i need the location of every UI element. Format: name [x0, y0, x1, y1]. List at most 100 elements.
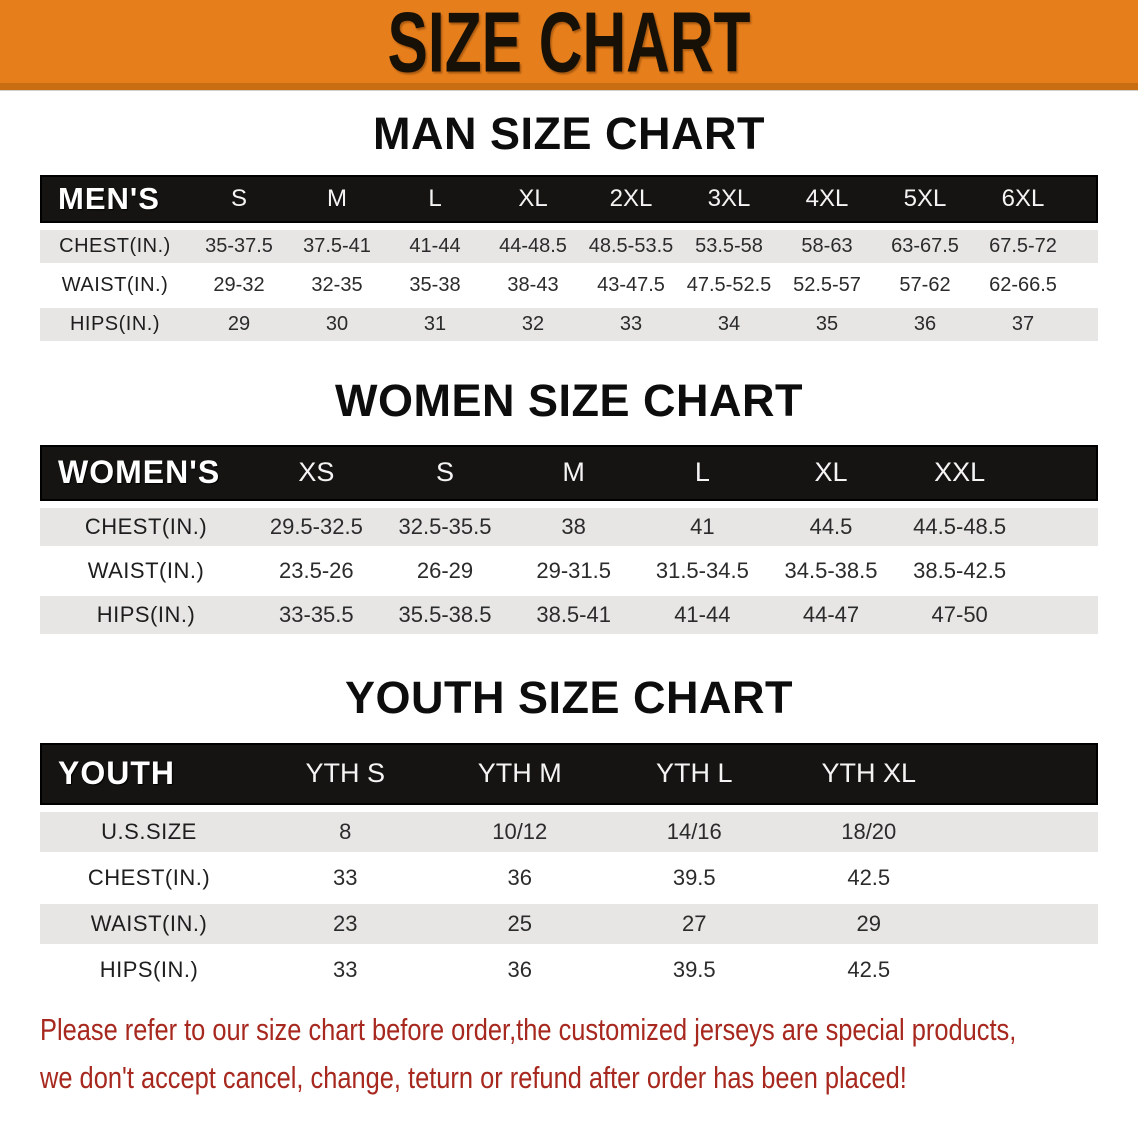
- size-column-header-yth-m: YTH M: [477, 758, 562, 789]
- value-cell-xl: 44.5: [809, 513, 853, 539]
- row-label-waist-in: WAIST(IN.): [87, 557, 205, 583]
- size-column-header-m: M: [327, 185, 347, 213]
- women-corner-label: WOMEN'S: [58, 454, 221, 490]
- value-cell-5xl: 57-62: [899, 274, 951, 297]
- value-cell-m: 38.5-41: [536, 601, 611, 627]
- value-cell-m: 32-35: [311, 274, 363, 297]
- size-column-header-xs: XS: [298, 457, 335, 487]
- youth-table-header: YOUTH YTH S YTH M YTH L YTH XL: [40, 742, 1098, 805]
- size-chart-banner: SIZE CHART: [0, 0, 1138, 90]
- women-row-chest-in: CHEST(IN.) 29.5-32.5 32.5-35.5 38 41 44.5 44.5…: [40, 507, 1098, 546]
- size-column-header-5xl: 5XL: [903, 185, 947, 213]
- value-cell-yth-xl: 29: [856, 910, 881, 936]
- value-cell-s: 26-29: [416, 557, 474, 583]
- size-column-header-3xl: 3XL: [707, 185, 751, 213]
- women-size-table: WOMEN'S XS S M L XL XXL CHEST(IN.) 29.5-32.5 32.5…: [40, 444, 1098, 634]
- value-cell-xl: 32: [521, 313, 545, 336]
- value-cell-5xl: 63-67.5: [891, 235, 959, 258]
- value-cell-6xl: 37: [1011, 313, 1035, 336]
- men-row-chest-in: CHEST(IN.) 35-37.5 37.5-41 41-44 44-48.5 48.5…: [40, 230, 1098, 264]
- size-column-header-l: L: [428, 185, 442, 213]
- value-cell-yth-m: 36: [507, 956, 532, 982]
- row-label-hips-in: HIPS(IN.): [96, 601, 196, 627]
- value-cell-yth-l: 39.5: [672, 956, 716, 982]
- value-cell-xxl: 47-50: [931, 601, 988, 627]
- value-cell-m: 38: [561, 513, 586, 539]
- value-cell-yth-l: 14/16: [666, 818, 722, 844]
- men-corner-label: MEN'S: [58, 181, 160, 217]
- men-section-heading: MAN SIZE CHART: [373, 108, 765, 159]
- men-table-header: MEN'S S M L XL 2XL 3XL 4XL 5XL 6XL: [40, 175, 1098, 224]
- youth-row-chest-in: CHEST(IN.) 33 36 39.5 42.5: [40, 857, 1098, 898]
- value-cell-4xl: 58-63: [801, 235, 853, 258]
- value-cell-yth-xl: 42.5: [847, 864, 891, 890]
- size-column-header-4xl: 4XL: [805, 185, 849, 213]
- value-cell-xs: 29.5-32.5: [269, 513, 363, 539]
- value-cell-s: 35-37.5: [205, 235, 273, 258]
- women-row-waist-in: WAIST(IN.) 23.5-26 26-29 29-31.5 31.5-34.5 34…: [40, 551, 1098, 590]
- value-cell-yth-l: 39.5: [672, 864, 716, 890]
- size-column-header-s: S: [230, 185, 247, 213]
- youth-row-u-s-size: U.S.SIZE 8 10/12 14/16 18/20: [40, 811, 1098, 852]
- value-cell-4xl: 52.5-57: [793, 274, 861, 297]
- value-cell-6xl: 62-66.5: [989, 274, 1057, 297]
- value-cell-m: 30: [325, 313, 349, 336]
- row-label-chest-in: CHEST(IN.): [84, 513, 208, 539]
- value-cell-3xl: 47.5-52.5: [686, 274, 772, 297]
- size-column-header-yth-s: YTH S: [305, 758, 385, 789]
- row-label-hips-in: HIPS(IN.): [99, 956, 199, 982]
- size-column-header-xl: XL: [518, 185, 548, 213]
- size-column-header-l: L: [694, 457, 710, 487]
- value-cell-5xl: 36: [913, 313, 937, 336]
- row-label-u-s-size: U.S.SIZE: [101, 818, 197, 844]
- youth-corner-label: YOUTH: [58, 755, 175, 792]
- value-cell-yth-s: 23: [333, 910, 358, 936]
- value-cell-yth-m: 10/12: [492, 818, 548, 844]
- value-cell-m: 29-31.5: [536, 557, 611, 583]
- value-cell-yth-s: 33: [333, 864, 358, 890]
- value-cell-yth-xl: 18/20: [841, 818, 897, 844]
- value-cell-2xl: 43-47.5: [597, 274, 665, 297]
- row-label-waist-in: WAIST(IN.): [61, 274, 169, 297]
- value-cell-l: 31.5-34.5: [655, 557, 749, 583]
- size-chart-sections: MAN SIZE CHART MEN'S S M L XL 2XL 3XL 4XL 5XL 6XL C…: [0, 110, 1138, 990]
- value-cell-yth-m: 25: [507, 910, 532, 936]
- value-cell-l: 35-38: [409, 274, 461, 297]
- women-size-section: WOMEN SIZE CHART WOMEN'S XS S M L XL XXL CHEST(I…: [0, 375, 1138, 634]
- size-column-header-xl: XL: [814, 457, 848, 487]
- value-cell-xl: 38-43: [507, 274, 559, 297]
- value-cell-yth-m: 36: [507, 864, 532, 890]
- youth-size-table: YOUTH YTH S YTH M YTH L YTH XL U.S.SIZE 8 10/12…: [40, 742, 1098, 990]
- women-section-heading: WOMEN SIZE CHART: [335, 375, 803, 427]
- women-row-hips-in: HIPS(IN.) 33-35.5 35.5-38.5 38.5-41 41-44 44-…: [40, 595, 1098, 634]
- value-cell-3xl: 34: [717, 313, 741, 336]
- value-cell-s: 32.5-35.5: [398, 513, 492, 539]
- value-cell-xxl: 38.5-42.5: [913, 557, 1007, 583]
- value-cell-l: 41: [690, 513, 715, 539]
- women-table-header: WOMEN'S XS S M L XL XXL: [40, 444, 1098, 501]
- value-cell-xs: 23.5-26: [279, 557, 354, 583]
- value-cell-m: 37.5-41: [303, 235, 371, 258]
- size-column-header-yth-xl: YTH XL: [821, 758, 917, 789]
- value-cell-xxl: 44.5-48.5: [913, 513, 1007, 539]
- value-cell-2xl: 33: [619, 313, 643, 336]
- youth-section-heading: YOUTH SIZE CHART: [344, 671, 793, 723]
- size-column-header-s: S: [435, 457, 454, 487]
- row-label-chest-in: CHEST(IN.): [87, 864, 211, 890]
- value-cell-s: 29: [227, 313, 251, 336]
- page-title: SIZE CHART: [387, 0, 751, 90]
- value-cell-xl: 44-48.5: [499, 235, 567, 258]
- size-column-header-2xl: 2XL: [609, 185, 653, 213]
- size-column-header-m: M: [562, 457, 585, 487]
- size-column-header-6xl: 6XL: [1001, 185, 1045, 213]
- size-column-header-yth-l: YTH L: [655, 758, 733, 789]
- row-label-waist-in: WAIST(IN.): [90, 910, 208, 936]
- value-cell-4xl: 35: [815, 313, 839, 336]
- row-label-chest-in: CHEST(IN.): [59, 235, 171, 258]
- youth-size-section: YOUTH SIZE CHART YOUTH YTH S YTH M YTH L YTH …: [0, 671, 1138, 990]
- value-cell-6xl: 67.5-72: [989, 235, 1057, 258]
- men-size-section: MAN SIZE CHART MEN'S S M L XL 2XL 3XL 4XL 5XL 6XL C…: [0, 108, 1138, 342]
- value-cell-s: 35.5-38.5: [398, 601, 492, 627]
- value-cell-3xl: 53.5-58: [695, 235, 763, 258]
- value-cell-yth-s: 8: [339, 818, 352, 844]
